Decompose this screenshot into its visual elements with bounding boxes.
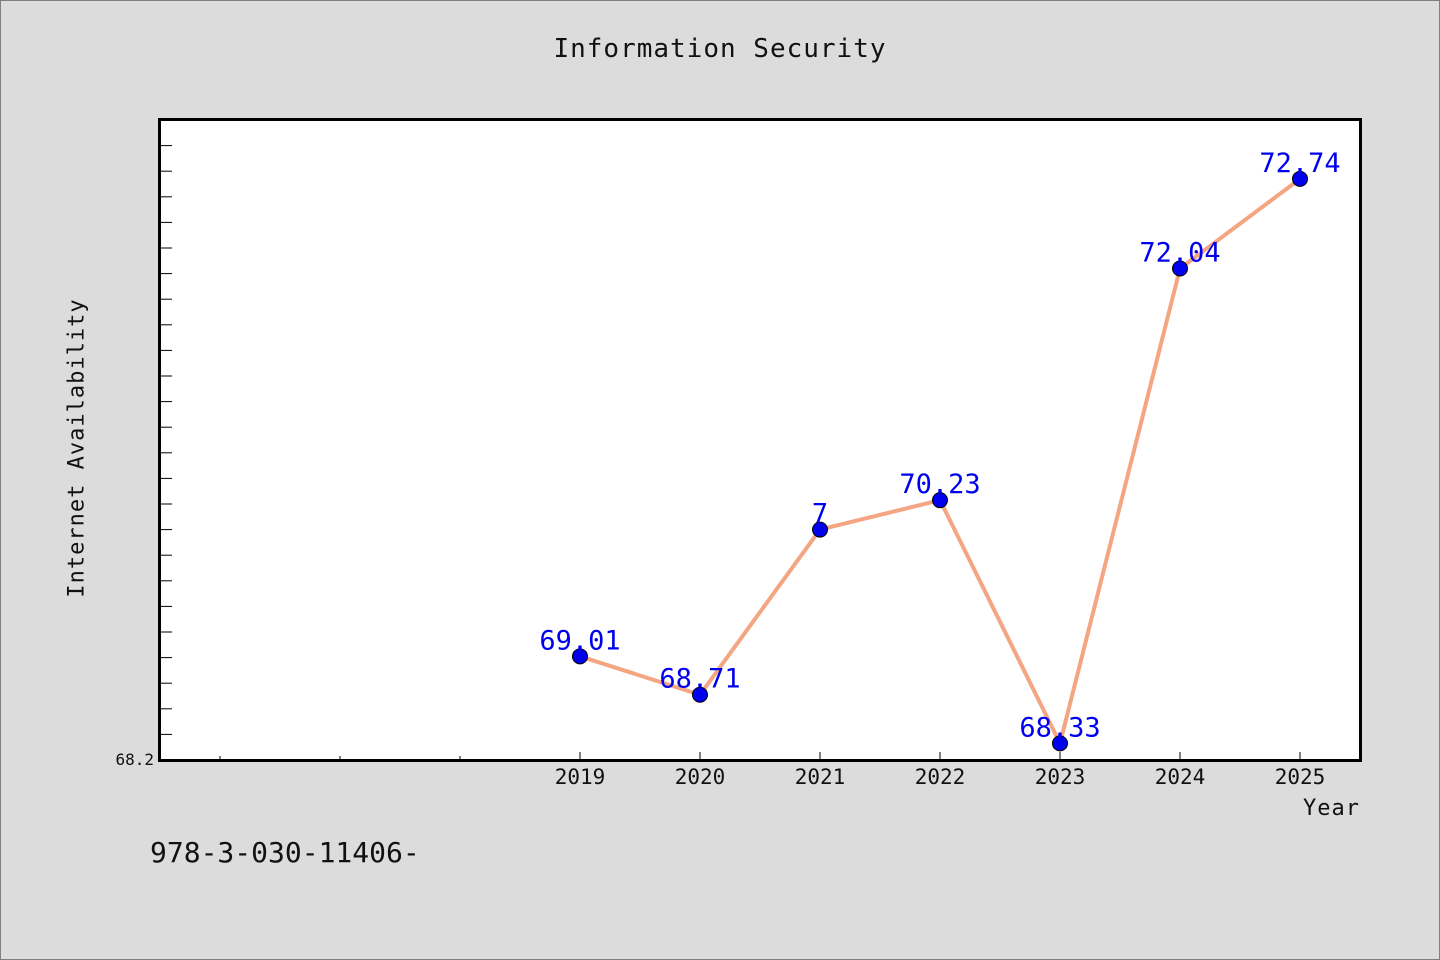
x-tick-label: 2021 — [795, 765, 846, 789]
data-point — [932, 492, 948, 509]
data-point — [692, 686, 708, 703]
data-label: 68.33 — [1019, 712, 1100, 743]
data-label: 72.74 — [1259, 148, 1340, 179]
y-tick-label: 68.2 — [115, 750, 154, 769]
x-tick-label: 2020 — [675, 765, 726, 789]
tick-group: 68.2 2019 2020 2021 2022 2023 2024 2025 — [115, 145, 1326, 789]
data-label: 68.71 — [659, 664, 740, 695]
x-tick-label: 2019 — [555, 765, 606, 789]
series-layer: 69.01 68.71 7 70.23 68.33 72.04 72.74 — [539, 148, 1341, 752]
x-tick-label: 2023 — [1035, 765, 1086, 789]
data-label: 69.01 — [539, 625, 620, 656]
data-point — [1292, 170, 1308, 187]
x-tick-label: 2022 — [915, 765, 966, 789]
data-point — [1172, 260, 1188, 277]
x-axis-label: Year — [1303, 796, 1360, 821]
data-point — [1052, 735, 1068, 752]
x-tick-label: 2025 — [1275, 765, 1326, 789]
data-label: 70.23 — [899, 469, 980, 500]
data-point — [812, 521, 828, 538]
data-label: 72.04 — [1139, 237, 1220, 268]
x-tick-label: 2024 — [1155, 765, 1206, 789]
data-label: 7 — [812, 499, 828, 530]
chart-title: Information Security — [553, 34, 887, 64]
data-point — [572, 648, 588, 665]
plot-area — [158, 118, 1362, 762]
footnote: 978-3-030-11406- — [150, 836, 420, 869]
